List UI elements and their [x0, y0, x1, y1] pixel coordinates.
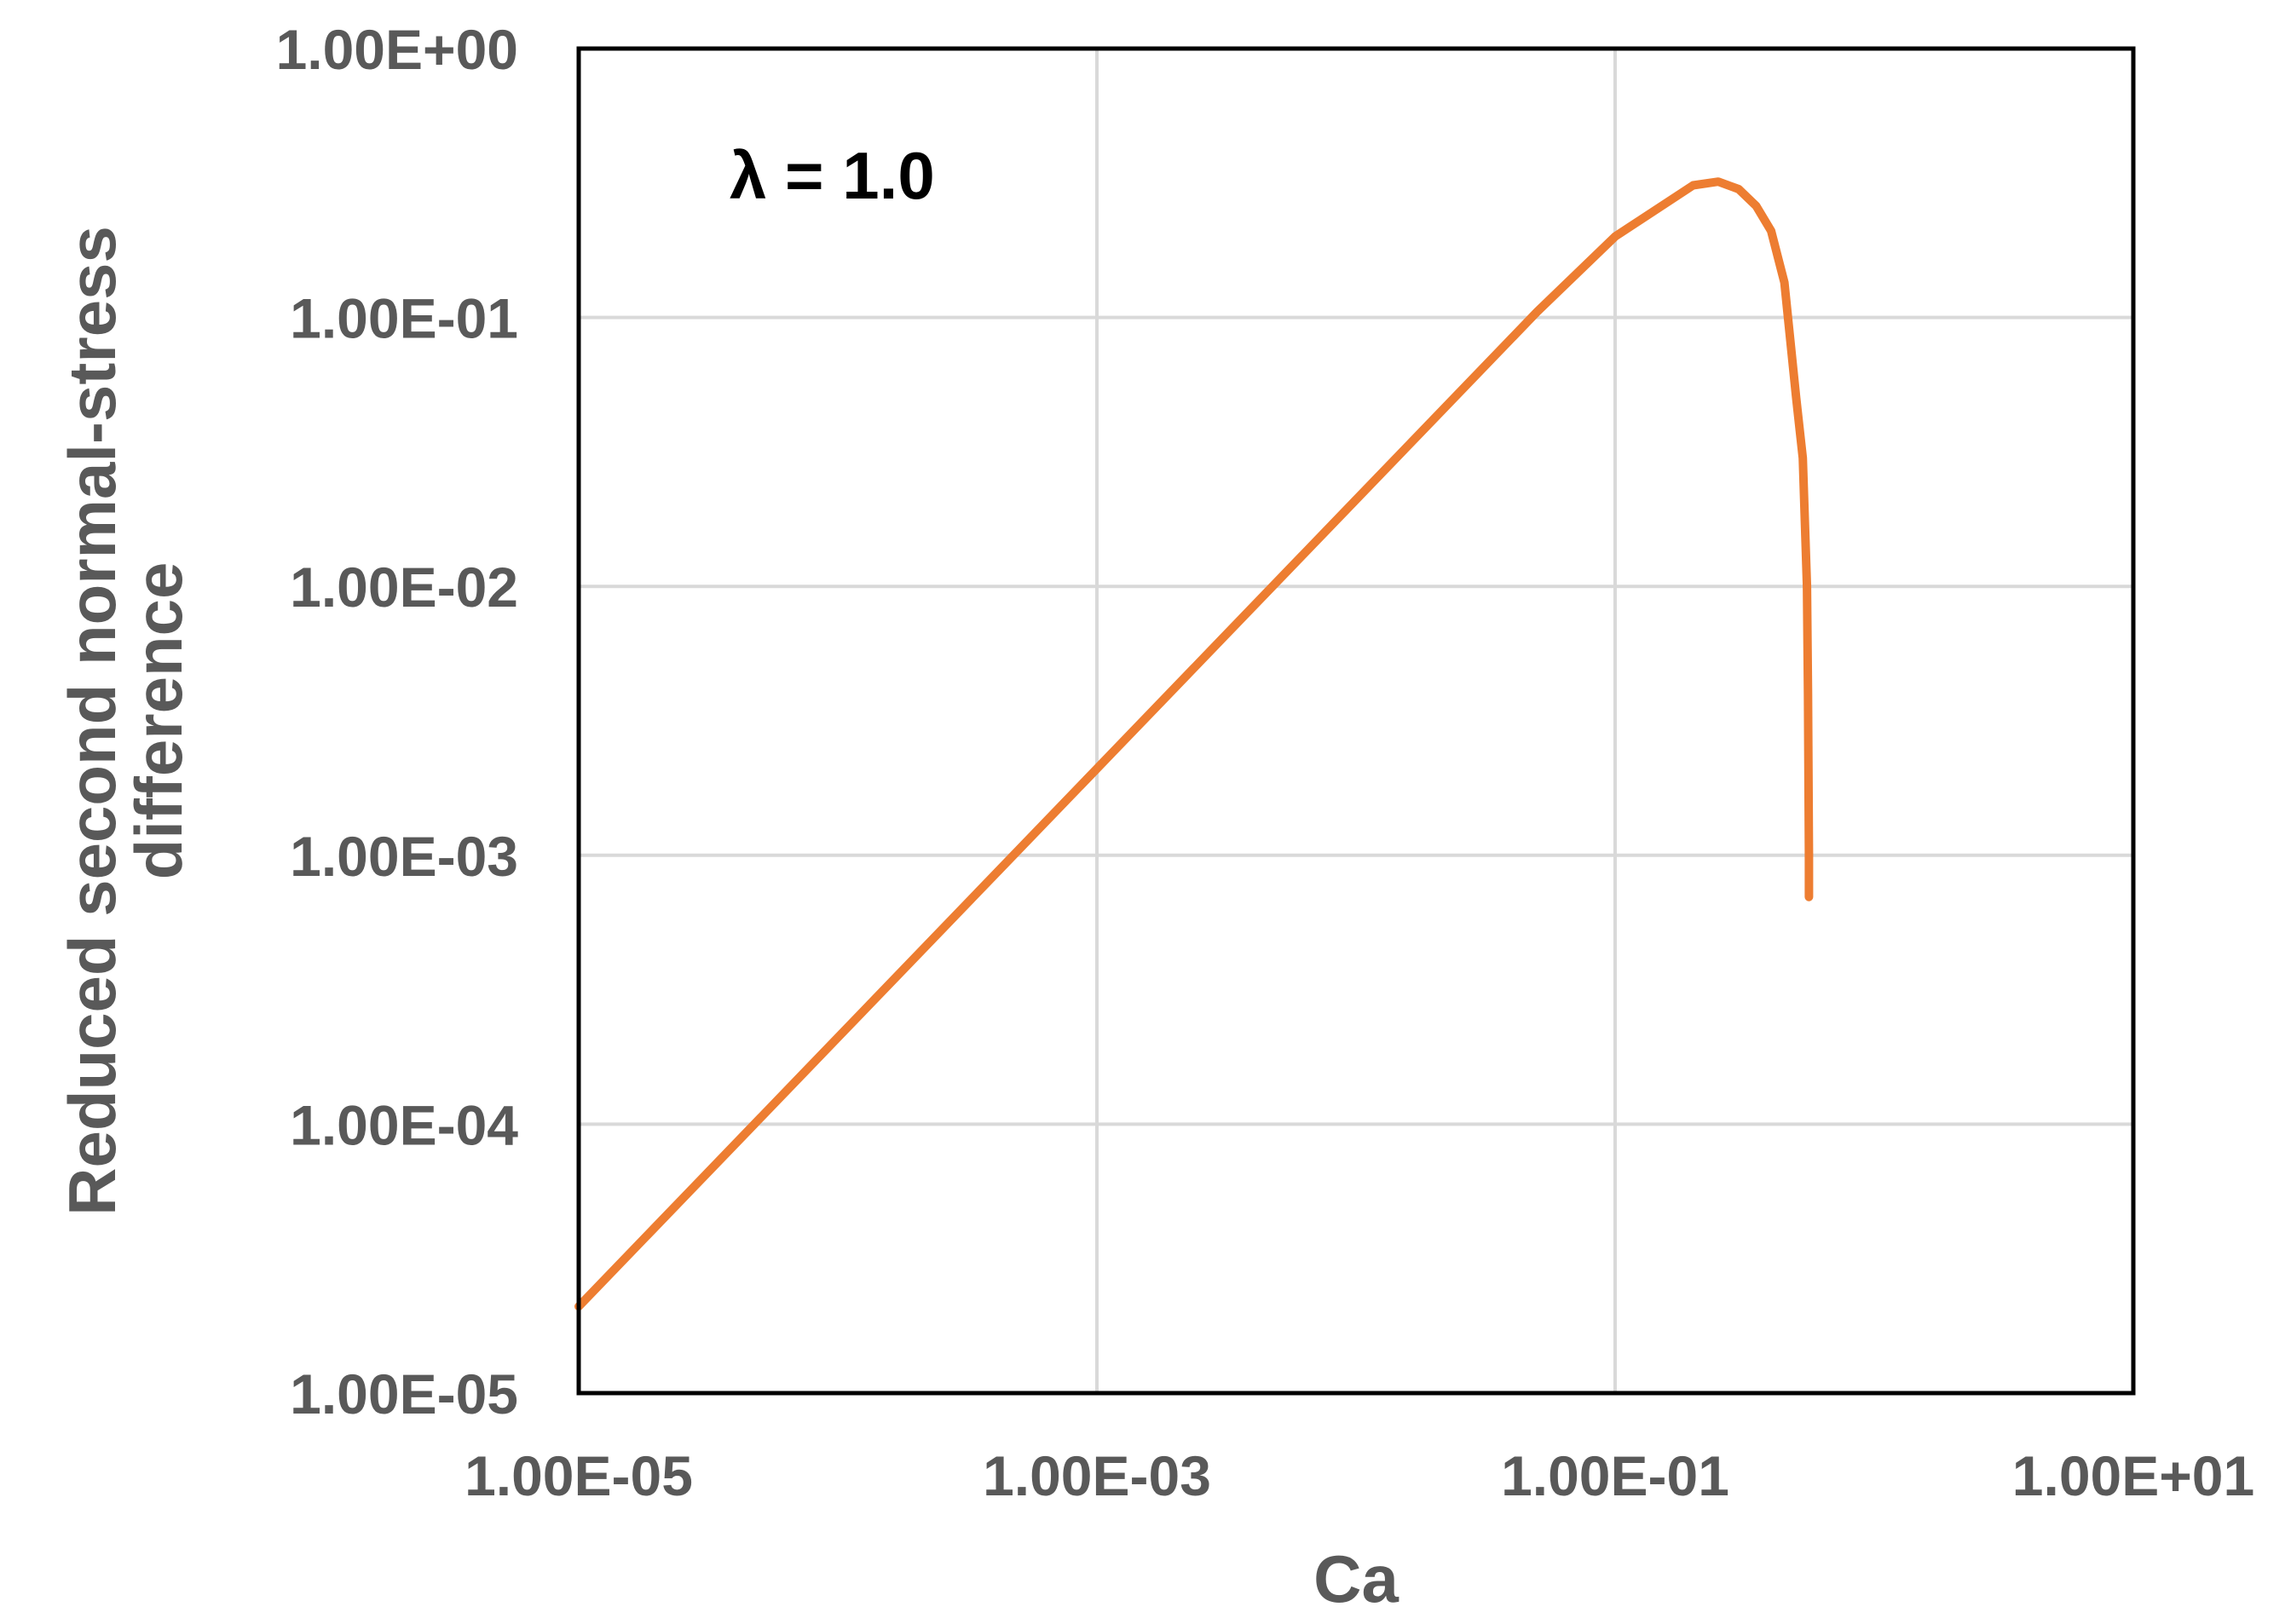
grid-lines [577, 47, 2135, 1395]
y-axis-title-line-2: difference [121, 562, 196, 880]
y-tick-labels: 1.00E-05 1.00E-04 1.00E-03 1.00E-02 1.00E-01… [276, 18, 519, 1425]
lambda-annotation: λ = 1.0 [730, 138, 935, 213]
y-tick-label: 1.00E-01 [290, 287, 518, 350]
y-tick-label: 1.00E+00 [276, 18, 518, 81]
x-tick-label: 1.00E-01 [1501, 1444, 1729, 1507]
series-layer [574, 177, 1814, 1311]
plot-area-frame [576, 46, 2136, 1396]
y-tick-label: 1.00E-04 [290, 1093, 518, 1156]
y-axis-title-line-1: Reduced second normal-stress [55, 226, 130, 1216]
y-tick-label: 1.00E-03 [290, 825, 518, 888]
x-axis-title: Ca [1313, 1541, 1399, 1616]
y-tick-label: 1.00E-02 [290, 556, 518, 619]
series-line-0 [574, 177, 1814, 1311]
x-tick-label: 1.00E-03 [983, 1444, 1211, 1507]
x-tick-label: 1.00E+01 [2012, 1444, 2254, 1507]
y-axis-title: Reduced second normal-stress difference [55, 226, 196, 1216]
x-tick-label: 1.00E-05 [465, 1444, 693, 1507]
y-tick-label: 1.00E-05 [290, 1362, 518, 1425]
x-tick-labels: 1.00E-05 1.00E-03 1.00E-01 1.00E+01 [465, 1444, 2254, 1507]
